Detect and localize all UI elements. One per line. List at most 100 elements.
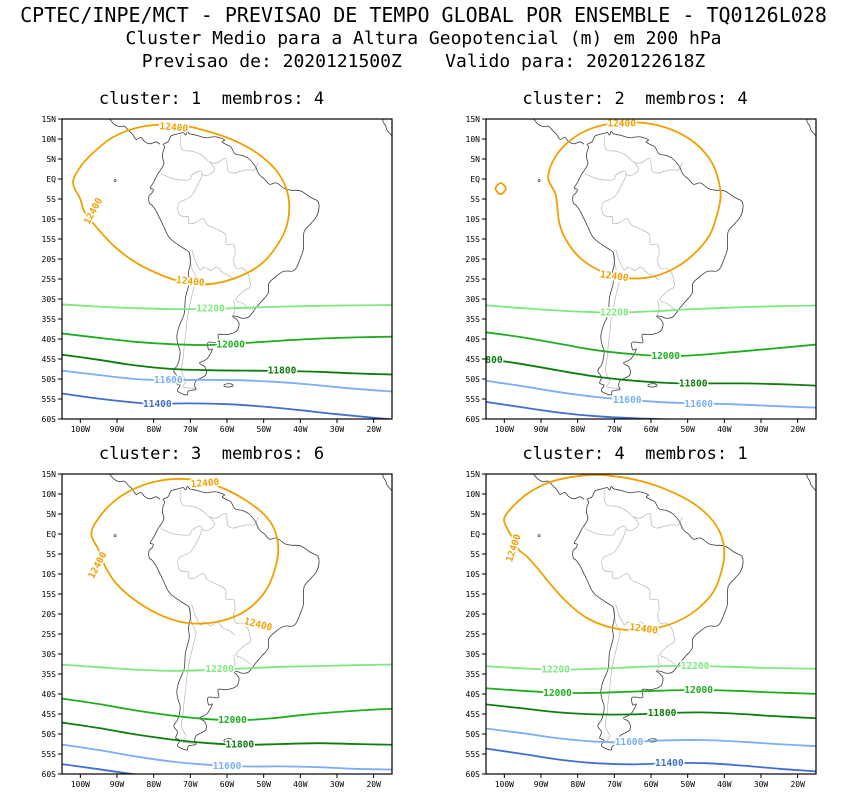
lat-axis-label: 10S xyxy=(465,215,480,224)
lat-axis-label: 40S xyxy=(42,335,57,344)
contour-label-12200: 12200 xyxy=(205,664,234,675)
cluster-panel-2: cluster: 2 membros: 4 12400 12400 12200 1200… xyxy=(448,89,823,434)
lat-axis-label: 55S xyxy=(42,750,57,759)
contour-label-12200: 12200 xyxy=(196,304,225,315)
lat-axis-label: 10S xyxy=(42,215,57,224)
lat-axis-label: 50S xyxy=(465,375,480,384)
contour-line-11800 xyxy=(62,353,392,376)
contour-label-11600: 11600 xyxy=(614,737,643,748)
lat-axis-label: 15N xyxy=(465,470,480,479)
contour-line-12200 xyxy=(62,303,392,311)
lat-axis-label: 10N xyxy=(465,135,480,144)
contour-label-11800: 11800 xyxy=(647,708,676,719)
cluster-panel-3: cluster: 3 membros: 6 12400 12400 12400 1220… xyxy=(24,444,399,789)
lon-axis-label: 20W xyxy=(790,425,805,434)
lon-axis-label: 100W xyxy=(494,780,513,789)
lat-axis-label: 50S xyxy=(465,730,480,739)
lat-axis-label: 5N xyxy=(46,155,56,164)
country-border xyxy=(584,170,675,310)
lon-axis-label: 80W xyxy=(146,780,161,789)
contour-label-12200: 12200 xyxy=(600,308,629,319)
panel-title: cluster: 3 membros: 6 xyxy=(98,444,325,464)
country-border xyxy=(603,489,683,529)
coastline-central-america xyxy=(532,119,584,145)
lat-axis-label: 5S xyxy=(46,195,56,204)
contour-label-11400: 11400 xyxy=(143,399,172,410)
lat-axis-label: 20S xyxy=(465,255,480,264)
lon-axis-label: 100W xyxy=(71,780,90,789)
contour-label-12400: 12400 xyxy=(599,269,629,284)
lat-axis-label: 20S xyxy=(42,255,57,264)
country-border xyxy=(160,170,252,310)
lat-axis-label: 35S xyxy=(42,670,57,679)
lon-axis-label: 40W xyxy=(293,780,308,789)
lat-axis-label: 5S xyxy=(470,550,480,559)
contour-label-12400: 12400 xyxy=(607,118,636,129)
lon-axis-label: 80W xyxy=(146,425,161,434)
lat-axis-label: 35S xyxy=(465,670,480,679)
lat-axis-label: 10S xyxy=(465,570,480,579)
lat-axis-label: 25S xyxy=(42,630,57,639)
lat-axis-label: 50S xyxy=(42,375,57,384)
lat-axis-label: 35S xyxy=(465,315,480,324)
lat-axis-label: 30S xyxy=(465,650,480,659)
lat-axis-label: 25S xyxy=(465,630,480,639)
contour-line-11600 xyxy=(62,743,392,771)
lon-axis-label: 70W xyxy=(607,780,622,789)
lat-axis-label: 60S xyxy=(465,415,480,424)
lat-axis-label: 30S xyxy=(465,295,480,304)
contour-label-12200: 12200 xyxy=(541,665,570,676)
country-border xyxy=(584,525,675,665)
country-border xyxy=(201,516,216,532)
lon-axis-label: 20W xyxy=(366,780,381,789)
lat-axis-label: 50S xyxy=(42,730,57,739)
contour-line-12200 xyxy=(62,663,392,672)
lon-axis-label: 20W xyxy=(790,780,805,789)
contour-line-12200 xyxy=(485,304,816,314)
contour-label-12000: 12000 xyxy=(216,340,245,351)
lat-axis-label: EQ xyxy=(46,530,56,539)
coastline-south-america xyxy=(571,486,743,751)
lat-axis-label: 60S xyxy=(465,770,480,779)
coastline-falkland-islands xyxy=(646,383,658,388)
country-border xyxy=(179,489,259,529)
lon-axis-label: 60W xyxy=(643,780,658,789)
contour-line-12400 xyxy=(494,182,507,196)
country-border xyxy=(201,161,216,177)
lon-axis-label: 60W xyxy=(220,780,235,789)
header-line-2: Cluster Medio para a Altura Geopotencial… xyxy=(125,28,722,49)
cluster-panel-1: cluster: 1 membros: 4 12400 12400 12400 1220… xyxy=(24,89,399,434)
contour-label-12000: 12000 xyxy=(684,685,713,696)
contour-line-11600 xyxy=(485,727,816,748)
country-border xyxy=(603,134,683,174)
panel-map: 12400 12400 12400 12200 12000 11800 11600 11400… xyxy=(42,115,393,434)
lon-axis-label: 70W xyxy=(607,425,622,434)
contour-label-11600: 11600 xyxy=(154,375,183,386)
contour-line-12400 xyxy=(546,121,722,280)
header-line-1: CPTEC/INPE/MCT - PREVISAO DE TEMPO GLOBA… xyxy=(20,3,827,27)
lat-axis-label: 15N xyxy=(42,115,57,124)
coastline-south-america xyxy=(148,486,320,751)
lon-axis-label: 40W xyxy=(293,425,308,434)
coastline-falkland-islands xyxy=(223,738,234,743)
header-line-3: Previsao de: 2020121500Z Valido para: 20… xyxy=(141,51,706,72)
contour-line-11400 xyxy=(485,747,816,773)
coastline-central-america xyxy=(108,119,161,145)
coastline-galapagos xyxy=(537,179,541,182)
contour-line-12400 xyxy=(502,474,725,632)
coastline-west-africa xyxy=(805,119,816,137)
lat-axis-label: 55S xyxy=(42,395,57,404)
contour-label-11600: 11600 xyxy=(612,395,641,406)
coastline-galapagos xyxy=(113,179,117,182)
lon-axis-label: 60W xyxy=(643,425,658,434)
contour-label-12400: 12400 xyxy=(628,622,658,637)
lon-axis-label: 40W xyxy=(717,425,732,434)
country-border xyxy=(604,607,620,745)
lat-axis-label: 15S xyxy=(465,590,480,599)
lat-axis-label: 5N xyxy=(470,510,480,519)
lat-axis-label: EQ xyxy=(470,175,480,184)
lon-axis-label: 40W xyxy=(717,780,732,789)
lon-axis-label: 90W xyxy=(533,780,548,789)
contour-label-12400: 12400 xyxy=(175,275,205,289)
